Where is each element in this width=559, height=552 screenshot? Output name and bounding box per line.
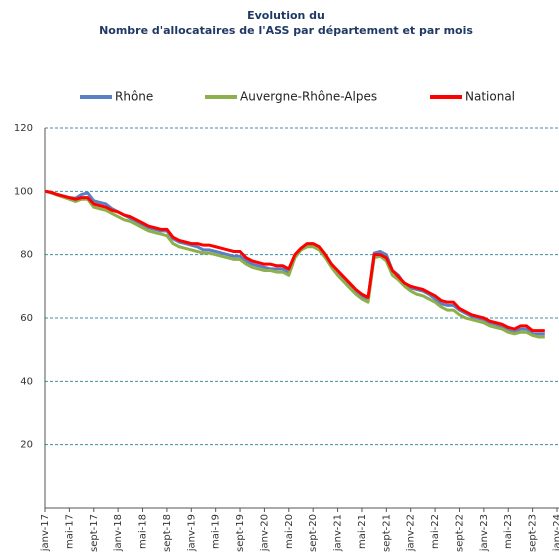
- x-tick-label: sept-18: [162, 514, 173, 552]
- x-tick-label: sept-21: [381, 514, 392, 552]
- y-tick-label: 80: [20, 250, 33, 261]
- chart-subtitle: Nombre d'allocataires de l'ASS par dépar…: [99, 24, 473, 37]
- chart-title: Evolution du: [247, 9, 325, 22]
- y-tick-label: 20: [20, 440, 33, 451]
- y-tick-label: 100: [14, 186, 33, 197]
- x-tick-label: janv-23: [479, 514, 490, 552]
- x-tick-label: janv-19: [186, 514, 197, 552]
- x-tick-label: mai-23: [503, 514, 514, 549]
- x-tick-label: janv-21: [333, 514, 344, 552]
- y-tick-label: 60: [20, 313, 33, 324]
- legend-label: Auvergne-Rhône-Alpes: [240, 90, 377, 104]
- x-tick-label: sept-19: [235, 514, 246, 552]
- x-tick-label: mai-19: [211, 514, 222, 549]
- x-tick-label: mai-18: [138, 514, 149, 549]
- x-tick-label: mai-20: [284, 514, 295, 549]
- y-tick-label: 40: [20, 376, 33, 387]
- x-tick-label: sept-23: [528, 514, 539, 552]
- x-tick-label: sept-20: [308, 514, 319, 552]
- y-tick-label: 120: [14, 123, 33, 134]
- x-tick-label: janv-18: [113, 514, 124, 552]
- legend-label: Rhône: [115, 90, 153, 104]
- x-tick-label: janv-24: [552, 514, 559, 552]
- x-tick-label: janv-17: [40, 514, 51, 552]
- x-tick-label: mai-22: [430, 514, 441, 549]
- x-tick-label: janv-22: [406, 514, 417, 552]
- legend-label: National: [465, 90, 515, 104]
- x-tick-label: sept-17: [89, 514, 100, 552]
- x-tick-label: mai-21: [357, 514, 368, 549]
- x-tick-label: mai-17: [64, 514, 75, 549]
- x-tick-label: sept-22: [454, 514, 465, 552]
- series-line: [44, 189, 545, 333]
- x-tick-label: janv-20: [259, 514, 270, 552]
